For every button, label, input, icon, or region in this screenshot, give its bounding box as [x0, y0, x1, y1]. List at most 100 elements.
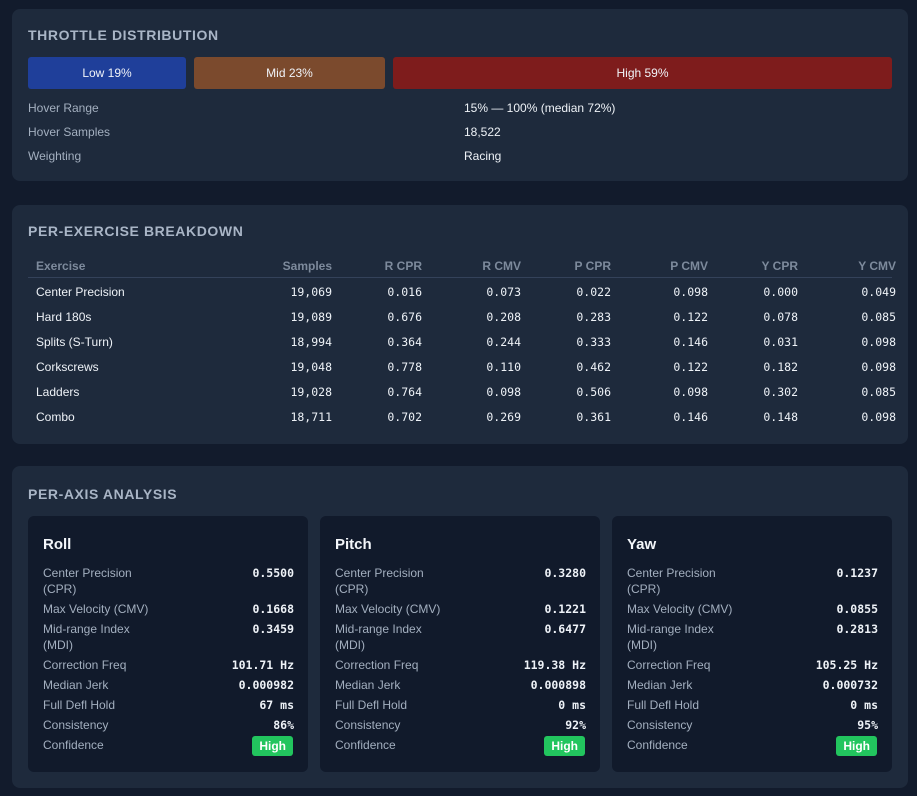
per-axis-panel: PER-AXIS ANALYSIS Roll Center Precision (…: [12, 466, 908, 788]
cell-samples: 19,089: [290, 310, 332, 324]
weighting-value: Racing: [464, 149, 502, 163]
metric-value: 119.38 Hz: [523, 658, 586, 672]
metric-value: 0.000898: [530, 678, 586, 692]
metric-value: 0.000732: [822, 678, 878, 692]
cell-r-cpr: 0.702: [387, 410, 422, 424]
cell-r-cmv: 0.244: [486, 335, 521, 349]
axis-card-pitch: Pitch Center Precision (CPR) 0.3280 Max Vel…: [320, 516, 600, 772]
cell-p-cmv: 0.098: [673, 385, 708, 399]
metric-label: Median Jerk: [43, 678, 109, 692]
axis-card-title: Yaw: [627, 536, 657, 553]
column-header-y-cmv: Y CMV: [858, 259, 896, 273]
cell-samples: 18,711: [290, 410, 332, 424]
cell-y-cpr: 0.182: [763, 360, 798, 374]
throttle-distribution-panel: THROTTLE DISTRIBUTION Low 19% Mid 23% Hi…: [12, 9, 908, 181]
hover-range-label: Hover Range: [28, 101, 99, 115]
table-row: Ladders 19,028 0.764 0.098 0.506 0.098 0.302 0.…: [28, 378, 896, 403]
exercise-table-header: Exercise Samples R CPR R CMV P CPR P CMV…: [28, 255, 896, 278]
metric-value: 0 ms: [558, 698, 586, 712]
cell-y-cmv: 0.085: [861, 385, 896, 399]
cell-p-cmv: 0.122: [673, 310, 708, 324]
cell-r-cmv: 0.269: [486, 410, 521, 424]
cell-exercise: Center Precision: [36, 285, 125, 299]
throttle-distribution-title: THROTTLE DISTRIBUTION: [28, 27, 219, 43]
cell-y-cmv: 0.098: [861, 410, 896, 424]
metric-label: Confidence: [335, 738, 396, 752]
metric-value: 86%: [273, 718, 294, 732]
metric-label: Center Precision (CPR): [627, 566, 716, 596]
cell-y-cmv: 0.098: [861, 335, 896, 349]
cell-r-cmv: 0.208: [486, 310, 521, 324]
cell-y-cmv: 0.085: [861, 310, 896, 324]
metric-value: 0.1237: [836, 566, 878, 580]
per-exercise-title: PER-EXERCISE BREAKDOWN: [28, 223, 244, 239]
metric-label: Mid-range Index (MDI): [43, 622, 130, 652]
cell-p-cmv: 0.098: [673, 285, 708, 299]
per-axis-title: PER-AXIS ANALYSIS: [28, 486, 178, 502]
metric-label: Correction Freq: [627, 658, 711, 672]
weighting-row: Weighting Racing: [28, 149, 892, 167]
metric-value: 0.5500: [252, 566, 294, 580]
table-row: Combo 18,711 0.702 0.269 0.361 0.146 0.148 0.09…: [28, 403, 896, 428]
metric-label: Consistency: [627, 718, 693, 732]
metric-label: Consistency: [43, 718, 109, 732]
column-header-exercise: Exercise: [36, 259, 86, 273]
cell-r-cpr: 0.676: [387, 310, 422, 324]
column-header-r-cmv: R CMV: [482, 259, 521, 273]
cell-p-cpr: 0.361: [576, 410, 611, 424]
metric-label: Mid-range Index (MDI): [627, 622, 714, 652]
confidence-badge: High: [544, 736, 585, 756]
metric-label: Full Defl Hold: [335, 698, 408, 712]
per-exercise-panel: PER-EXERCISE BREAKDOWN Exercise Samples …: [12, 205, 908, 444]
cell-r-cpr: 0.016: [387, 285, 422, 299]
table-row: Corkscrews 19,048 0.778 0.110 0.462 0.122 0.18…: [28, 353, 896, 378]
metric-value: 0.000982: [238, 678, 294, 692]
cell-p-cpr: 0.462: [576, 360, 611, 374]
metric-label: Center Precision (CPR): [335, 566, 424, 596]
throttle-bar-high: High 59%: [393, 57, 892, 89]
throttle-bar-low: Low 19%: [28, 57, 186, 89]
cell-p-cpr: 0.022: [576, 285, 611, 299]
cell-p-cpr: 0.506: [576, 385, 611, 399]
metric-label: Correction Freq: [335, 658, 419, 672]
column-header-samples: Samples: [282, 259, 332, 273]
hover-range-row: Hover Range 15% — 100% (median 72%): [28, 101, 892, 119]
hover-samples-value: 18,522: [464, 125, 501, 139]
metric-label: Mid-range Index (MDI): [335, 622, 422, 652]
table-row: Splits (S-Turn) 18,994 0.364 0.244 0.333 0.14…: [28, 328, 896, 353]
metric-value: 67 ms: [259, 698, 294, 712]
cell-y-cpr: 0.148: [763, 410, 798, 424]
cell-r-cmv: 0.110: [486, 360, 521, 374]
confidence-badge: High: [252, 736, 293, 756]
column-header-r-cpr: R CPR: [384, 259, 422, 273]
cell-samples: 18,994: [290, 335, 332, 349]
axis-card-roll: Roll Center Precision (CPR) 0.5500 Max Velo…: [28, 516, 308, 772]
cell-y-cpr: 0.302: [763, 385, 798, 399]
metric-value: 105.25 Hz: [815, 658, 878, 672]
metric-value: 0.1221: [544, 602, 586, 616]
metric-value: 95%: [857, 718, 878, 732]
metric-label: Max Velocity (CMV): [43, 602, 149, 616]
cell-r-cpr: 0.364: [387, 335, 422, 349]
metric-label: Max Velocity (CMV): [627, 602, 733, 616]
metric-label: Confidence: [627, 738, 688, 752]
metric-label: Full Defl Hold: [627, 698, 700, 712]
metric-value: 0.1668: [252, 602, 294, 616]
cell-exercise: Combo: [36, 410, 75, 424]
exercise-table-body: Center Precision 19,069 0.016 0.073 0.022 0.0…: [28, 278, 896, 428]
metric-label: Full Defl Hold: [43, 698, 116, 712]
cell-y-cmv: 0.098: [861, 360, 896, 374]
cell-p-cpr: 0.333: [576, 335, 611, 349]
cell-p-cmv: 0.146: [673, 335, 708, 349]
axis-card-yaw: Yaw Center Precision (CPR) 0.1237 Max Veloc…: [612, 516, 892, 772]
column-header-y-cpr: Y CPR: [761, 259, 798, 273]
cell-r-cmv: 0.098: [486, 385, 521, 399]
hover-range-value: 15% — 100% (median 72%): [464, 101, 616, 115]
column-header-p-cpr: P CPR: [574, 259, 611, 273]
cell-exercise: Ladders: [36, 385, 80, 399]
cell-r-cpr: 0.778: [387, 360, 422, 374]
cell-r-cmv: 0.073: [486, 285, 521, 299]
cell-y-cpr: 0.078: [763, 310, 798, 324]
metric-label: Center Precision (CPR): [43, 566, 132, 596]
metric-label: Consistency: [335, 718, 401, 732]
